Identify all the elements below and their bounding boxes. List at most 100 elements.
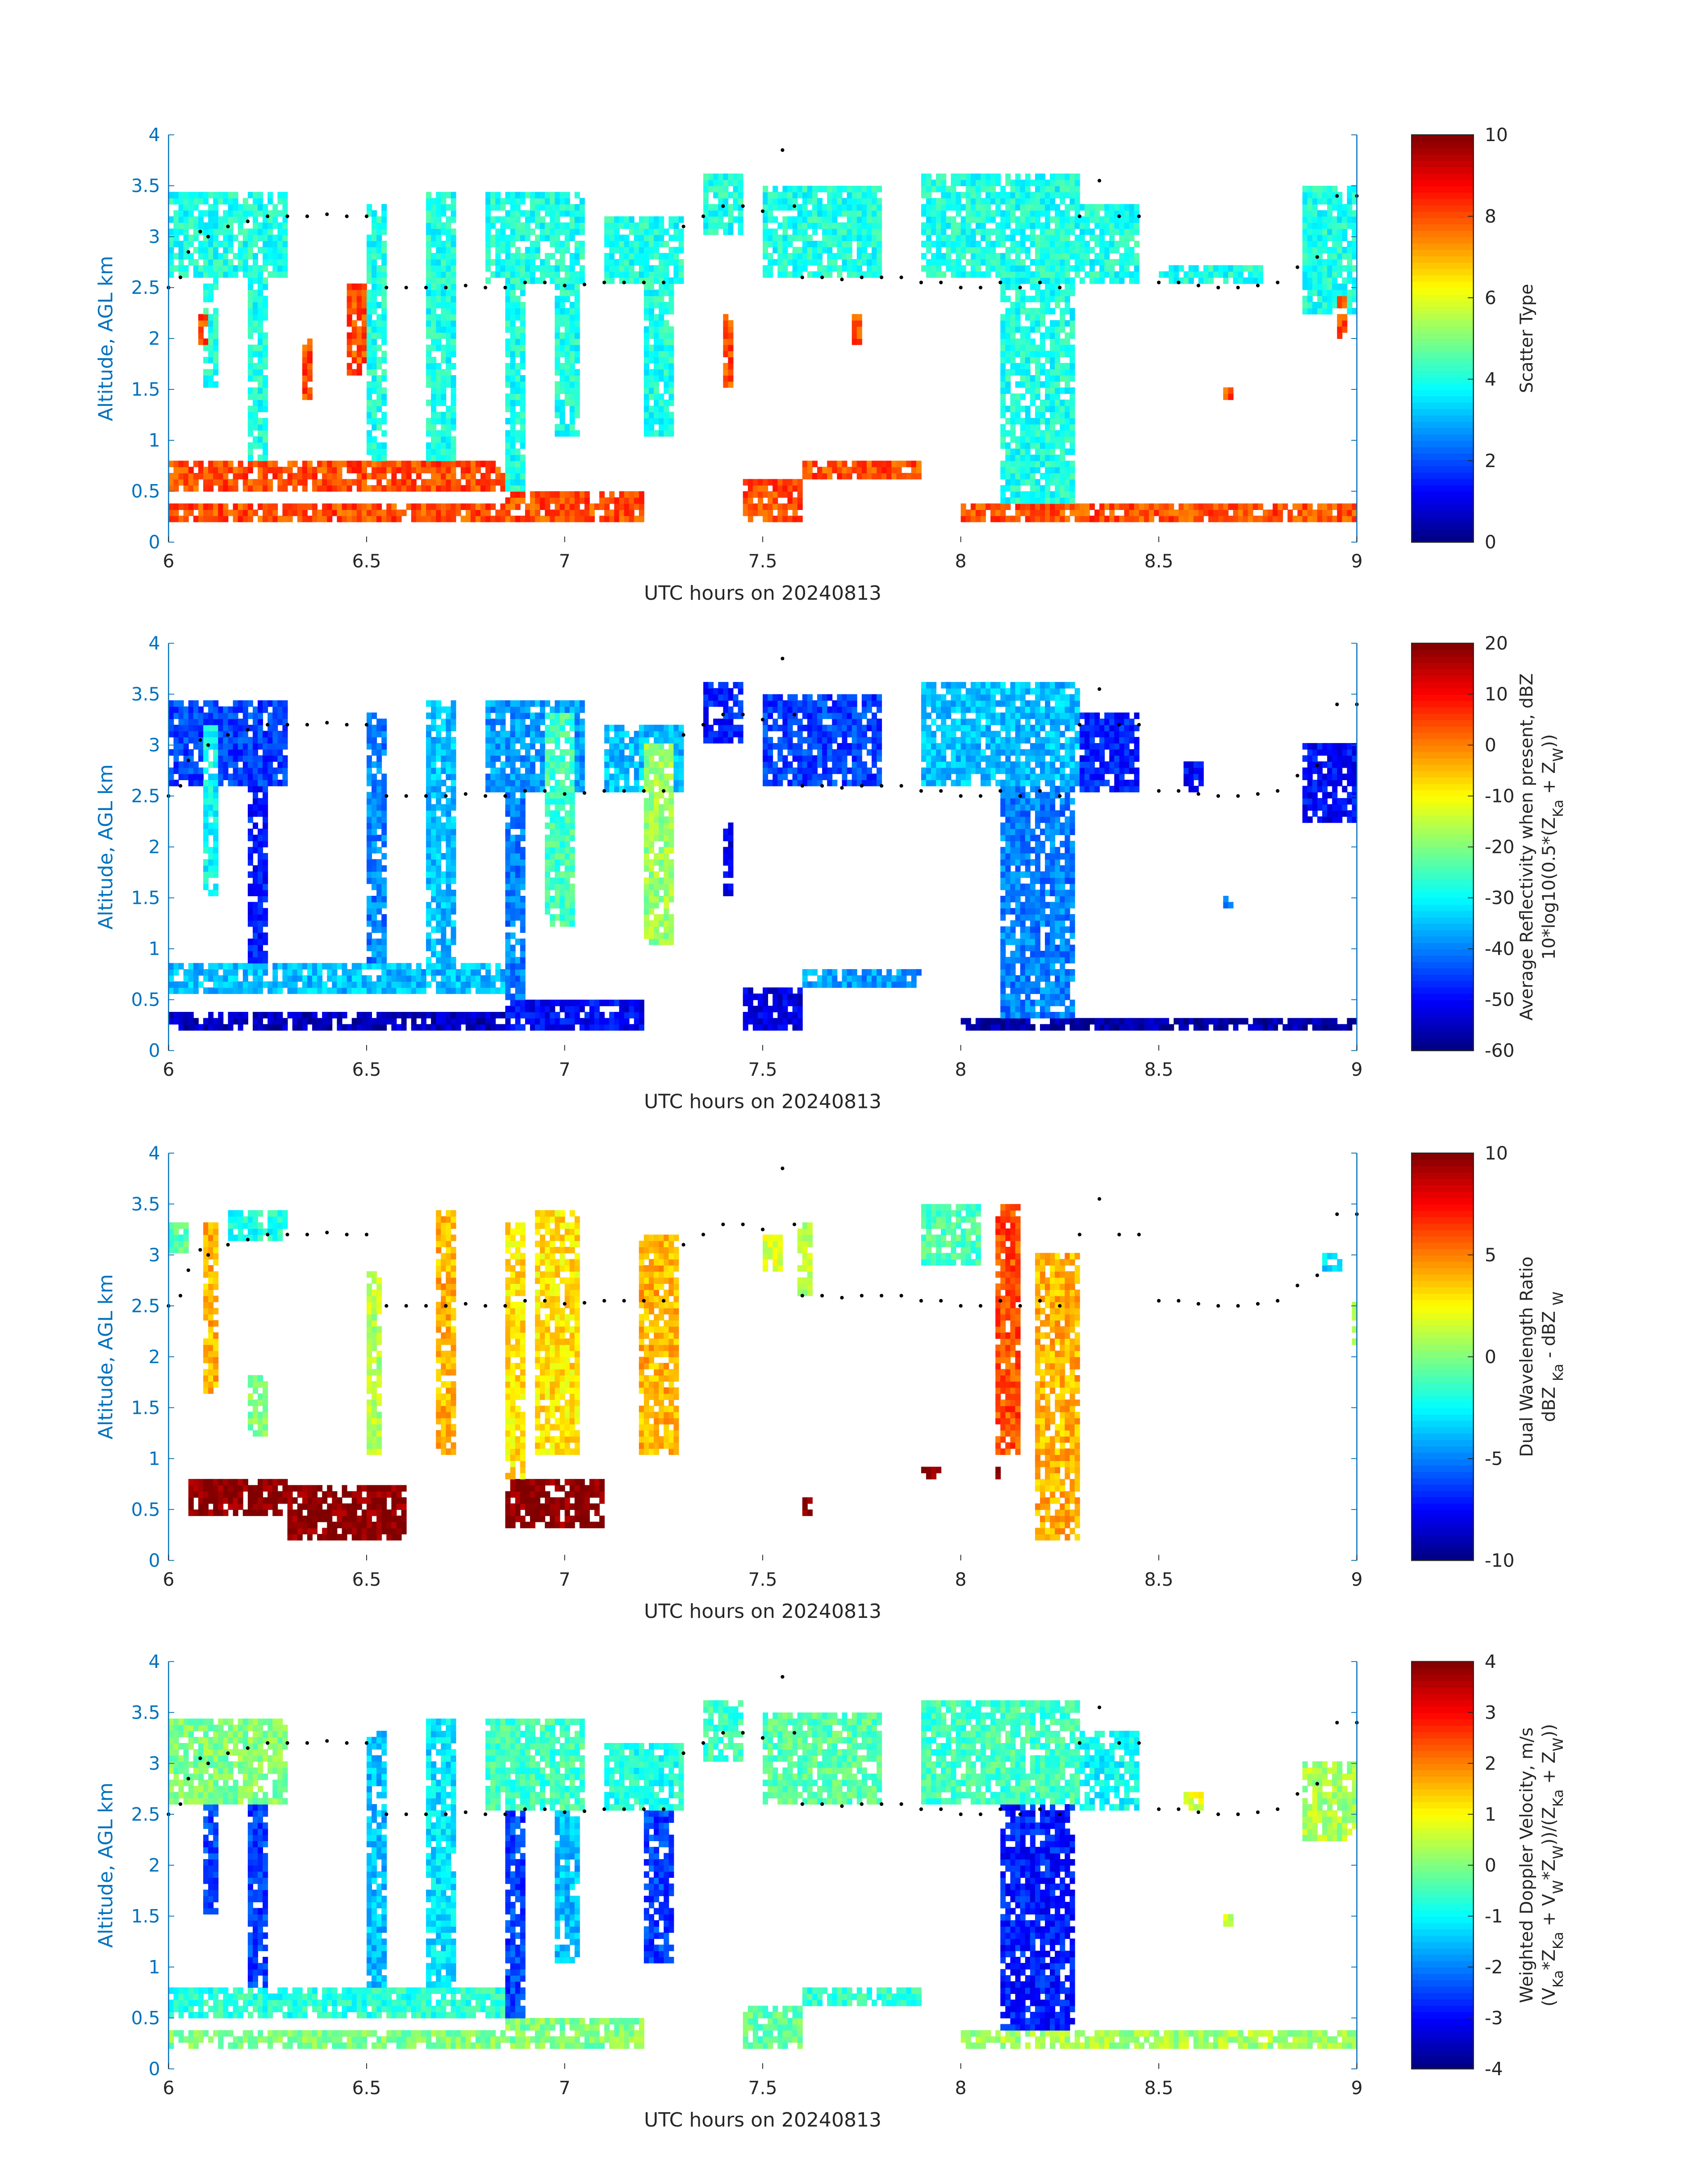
heatmap-cell <box>376 472 382 480</box>
heatmap-cell <box>282 253 288 260</box>
heatmap-cell <box>1302 228 1308 235</box>
heatmap-cell <box>832 222 838 229</box>
heatmap-cell <box>263 981 268 988</box>
heatmap-cell <box>1040 485 1046 492</box>
heatmap-cell <box>372 283 377 290</box>
heatmap-cell <box>1307 510 1313 516</box>
heatmap-cell <box>1000 192 1006 199</box>
heatmap-cell <box>1327 228 1333 235</box>
heatmap-cell <box>1020 185 1026 192</box>
heatmap-cell <box>188 987 194 994</box>
heatmap-cell <box>856 338 862 345</box>
heatmap-cell <box>431 228 437 235</box>
heatmap-cell <box>238 467 243 473</box>
heatmap-cell <box>728 180 734 186</box>
heatmap-cell <box>1248 515 1253 522</box>
heatmap-cell <box>198 338 204 345</box>
heatmap-cell <box>723 210 729 217</box>
heatmap-cell <box>366 234 372 242</box>
heatmap-cell <box>441 448 447 455</box>
heatmap-cell <box>728 344 734 351</box>
heatmap-cell <box>856 472 862 480</box>
heatmap-cell <box>1124 271 1130 278</box>
heatmap-cell <box>272 510 278 516</box>
heatmap-cell <box>203 871 209 878</box>
heatmap-cell <box>287 472 293 480</box>
heatmap-cell <box>1035 198 1040 205</box>
heatmap-cell <box>1050 510 1056 516</box>
heatmap-cell <box>1005 271 1011 278</box>
heatmap-cell <box>970 265 976 272</box>
heatmap-cell <box>723 198 729 205</box>
heatmap-cell <box>267 253 273 260</box>
heatmap-cell <box>1050 216 1056 223</box>
heatmap-cell <box>643 338 649 345</box>
heatmap-cell <box>470 503 476 510</box>
heatmap-cell <box>1228 503 1234 510</box>
heatmap-cell <box>574 369 580 376</box>
heatmap-cell <box>436 412 442 418</box>
heatmap-cell <box>436 192 442 199</box>
heatmap-cell <box>272 467 278 473</box>
heatmap-cell <box>1065 283 1070 290</box>
heatmap-cell <box>168 963 174 970</box>
heatmap-cell <box>995 241 1001 247</box>
heatmap-cell <box>926 234 931 242</box>
heatmap-cell <box>1025 204 1031 211</box>
heatmap-cell <box>193 761 199 768</box>
heatmap-cell <box>713 228 719 235</box>
heatmap-cell <box>446 314 451 321</box>
heatmap-cell <box>569 289 575 297</box>
heatmap-cell <box>629 491 635 498</box>
heatmap-cell <box>510 381 516 388</box>
heatmap-cell <box>1332 283 1338 290</box>
heatmap-cell <box>451 301 456 309</box>
heatmap-cell <box>1055 247 1061 254</box>
heatmap-cell <box>1050 259 1056 266</box>
heatmap-cell <box>649 308 655 315</box>
heatmap-cell <box>292 503 298 510</box>
heatmap-cell <box>510 344 516 351</box>
heatmap-cell <box>564 222 570 229</box>
heatmap-cell <box>520 393 526 400</box>
heatmap-cell <box>505 241 511 247</box>
heatmap-cell <box>550 497 555 504</box>
heatmap-cell <box>629 241 635 247</box>
heatmap-cell <box>768 198 773 205</box>
heatmap-cell <box>807 253 813 260</box>
heatmap-cell <box>218 981 224 988</box>
heatmap-cell <box>203 357 209 364</box>
heatmap-cell <box>356 344 362 351</box>
heatmap-cell <box>643 393 649 400</box>
heatmap-cell <box>1050 338 1056 345</box>
heatmap-cell <box>1025 344 1031 351</box>
heatmap-cell <box>827 259 833 266</box>
heatmap-cell <box>366 247 372 254</box>
heatmap-cell <box>986 503 991 510</box>
heatmap-cell <box>673 277 679 284</box>
heatmap-cell <box>376 424 382 431</box>
heatmap-cell <box>312 467 318 473</box>
heatmap-cell <box>1273 515 1278 522</box>
heatmap-cell <box>520 381 526 388</box>
heatmap-cell <box>584 497 590 504</box>
heatmap-cell <box>263 883 268 890</box>
heatmap-cell <box>510 503 516 510</box>
heatmap-cell <box>634 491 639 498</box>
heatmap-cell <box>643 357 649 364</box>
heatmap-cell <box>426 485 432 492</box>
heatmap-cell <box>579 497 585 504</box>
heatmap-cell <box>168 216 174 223</box>
heatmap-cell <box>1183 277 1189 284</box>
heatmap-cell <box>203 192 209 199</box>
heatmap-cell <box>604 271 610 278</box>
heatmap-cell <box>1040 448 1046 455</box>
colorbar-swatch <box>1412 459 1474 467</box>
heatmap-cell <box>258 810 263 817</box>
heatmap-cell <box>1065 222 1070 229</box>
heatmap-cell <box>441 418 447 425</box>
heatmap-cell <box>381 289 387 297</box>
heatmap-cell <box>659 265 664 272</box>
heatmap-cell <box>1203 277 1209 284</box>
heatmap-cell <box>366 381 372 388</box>
